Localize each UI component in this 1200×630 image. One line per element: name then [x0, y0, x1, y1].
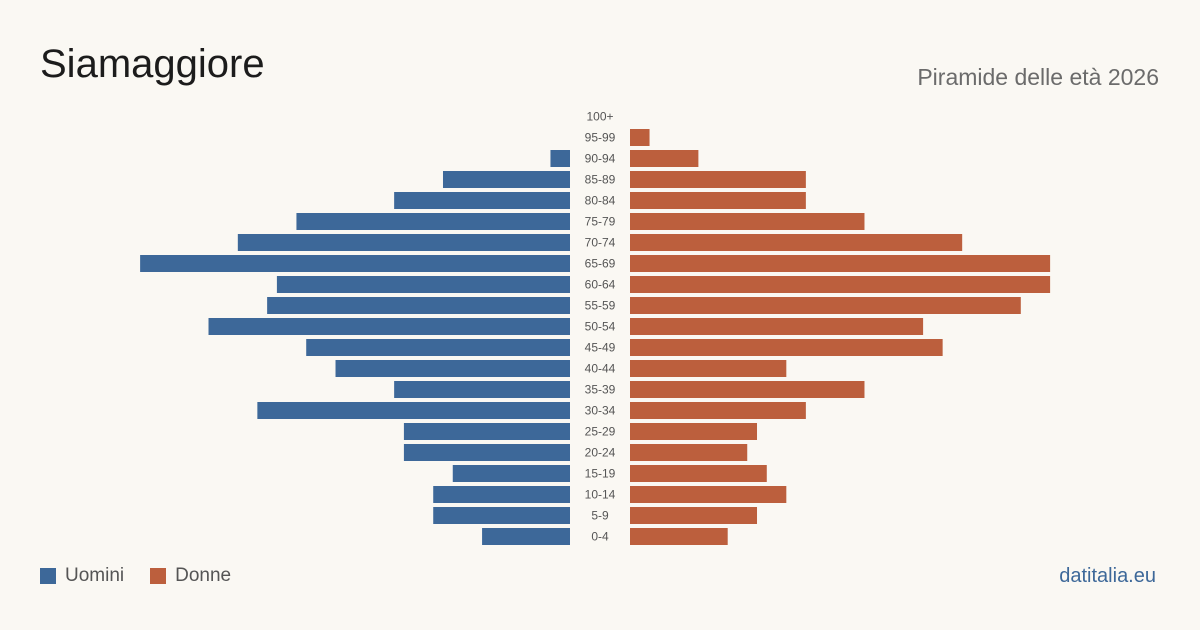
- bar-women-0-4: [630, 528, 728, 545]
- age-label: 75-79: [585, 215, 616, 229]
- age-label: 5-9: [591, 509, 609, 523]
- bar-women-70-74: [630, 234, 963, 251]
- legend-swatch-men: [40, 568, 56, 584]
- bar-men-35-39: [394, 381, 570, 398]
- age-label: 65-69: [585, 257, 616, 271]
- bar-women-60-64: [630, 276, 1051, 293]
- bar-men-40-44: [335, 360, 570, 377]
- bar-women-15-19: [630, 465, 767, 482]
- legend-label-men: Uomini: [65, 565, 125, 586]
- source-link[interactable]: datitalia.eu: [1059, 565, 1156, 587]
- bar-women-80-84: [630, 192, 806, 209]
- bar-women-85-89: [630, 171, 806, 188]
- age-label: 90-94: [585, 152, 616, 166]
- bar-women-40-44: [630, 360, 787, 377]
- bar-women-50-54: [630, 318, 924, 335]
- age-label: 0-4: [591, 530, 609, 544]
- bar-men-30-34: [257, 402, 570, 419]
- bar-men-15-19: [452, 465, 570, 482]
- bar-men-25-29: [403, 423, 570, 440]
- legend-item-men: Uomini: [40, 565, 124, 587]
- age-label: 10-14: [585, 488, 616, 502]
- bar-women-30-34: [630, 402, 806, 419]
- age-label: 70-74: [585, 236, 616, 250]
- bar-women-90-94: [630, 150, 699, 167]
- bar-women-75-79: [630, 213, 865, 230]
- age-label: 25-29: [585, 425, 616, 439]
- bar-women-5-9: [630, 507, 758, 524]
- age-label: 85-89: [585, 173, 616, 187]
- bar-men-80-84: [394, 192, 570, 209]
- bar-men-85-89: [442, 171, 570, 188]
- bar-men-90-94: [550, 150, 570, 167]
- age-label: 35-39: [585, 383, 616, 397]
- bar-men-0-4: [482, 528, 570, 545]
- age-label: 60-64: [585, 278, 616, 292]
- bar-women-95-99: [630, 129, 650, 146]
- age-label: 50-54: [585, 320, 616, 334]
- bar-men-60-64: [276, 276, 570, 293]
- legend-label-women: Donne: [175, 565, 232, 586]
- age-label: 100+: [586, 110, 613, 124]
- bar-men-20-24: [403, 444, 570, 461]
- bar-men-65-69: [140, 255, 570, 272]
- bar-women-10-14: [630, 486, 787, 503]
- bar-women-20-24: [630, 444, 748, 461]
- bar-men-70-74: [237, 234, 570, 251]
- page-title: Siamaggiore: [40, 42, 265, 86]
- age-label: 80-84: [585, 194, 616, 208]
- age-label: 95-99: [585, 131, 616, 145]
- age-label: 55-59: [585, 299, 616, 313]
- legend-item-women: Donne: [150, 565, 231, 587]
- bar-women-35-39: [630, 381, 865, 398]
- bar-women-25-29: [630, 423, 758, 440]
- bar-men-50-54: [208, 318, 570, 335]
- bar-men-75-79: [296, 213, 570, 230]
- bar-men-45-49: [306, 339, 570, 356]
- age-label: 15-19: [585, 467, 616, 481]
- bar-women-65-69: [630, 255, 1051, 272]
- bar-women-45-49: [630, 339, 943, 356]
- chart-subtitle: Piramide delle età 2026: [917, 64, 1159, 90]
- age-label: 20-24: [585, 446, 616, 460]
- age-label: 45-49: [585, 341, 616, 355]
- bar-men-10-14: [433, 486, 570, 503]
- legend-swatch-women: [150, 568, 167, 584]
- bar-men-55-59: [267, 297, 570, 314]
- age-label: 30-34: [585, 404, 616, 418]
- age-label: 40-44: [585, 362, 616, 376]
- bar-women-55-59: [630, 297, 1021, 314]
- legend: Uomini Donne: [40, 565, 257, 587]
- bar-men-5-9: [433, 507, 570, 524]
